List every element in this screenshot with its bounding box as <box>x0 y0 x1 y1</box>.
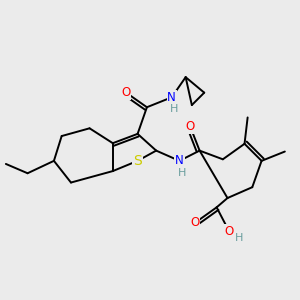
Text: O: O <box>224 225 234 238</box>
Text: O: O <box>122 86 131 99</box>
Text: N: N <box>167 91 176 104</box>
Text: H: H <box>170 104 178 114</box>
Text: O: O <box>190 216 200 229</box>
Text: H: H <box>178 168 187 178</box>
Text: O: O <box>186 120 195 133</box>
Text: S: S <box>133 154 142 168</box>
Text: H: H <box>235 233 243 243</box>
Text: N: N <box>175 154 184 167</box>
